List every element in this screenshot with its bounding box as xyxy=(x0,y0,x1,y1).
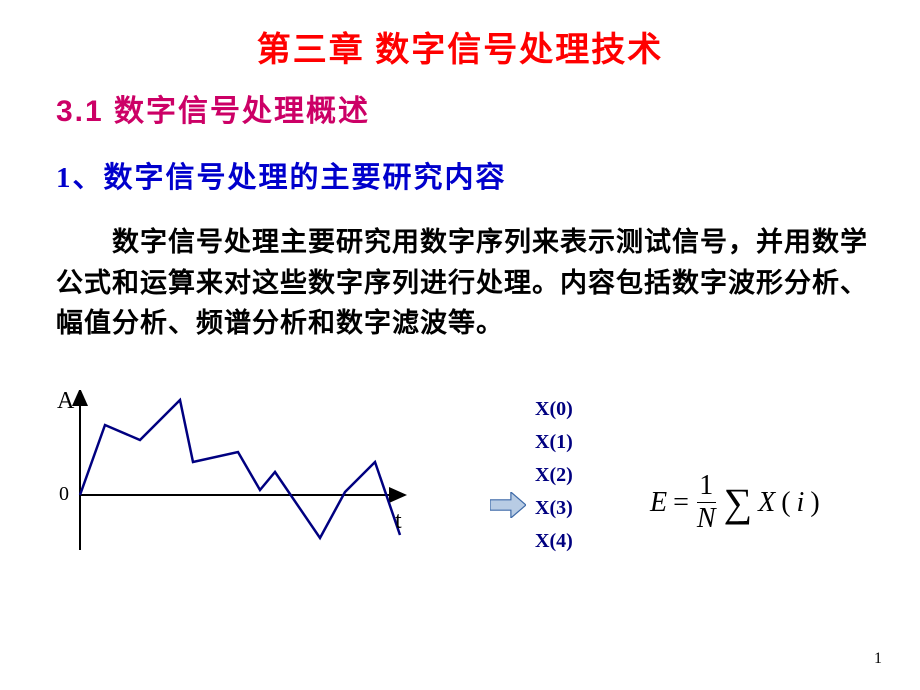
formula-i: i xyxy=(797,487,805,519)
formula-numerator: 1 xyxy=(699,470,713,502)
formula-E: E xyxy=(650,487,667,519)
waveform-chart: A 0 t xyxy=(45,390,435,590)
arrow-polygon xyxy=(490,492,526,518)
formula-X: X xyxy=(758,487,775,519)
waveform-svg xyxy=(45,390,435,590)
formula-fraction: 1 N xyxy=(697,470,716,535)
sample-list-item: X(1) xyxy=(535,431,573,454)
page-number: 1 xyxy=(874,650,882,668)
sample-list-item: X(0) xyxy=(535,398,573,421)
sample-list-item: X(3) xyxy=(535,497,573,520)
formula-eq: = xyxy=(673,487,689,519)
x-axis-label: t xyxy=(395,508,402,535)
sample-list-item: X(4) xyxy=(535,530,573,553)
formula-sum-icon: ∑ xyxy=(724,479,753,526)
y-axis-label: A xyxy=(57,388,74,415)
formula: E = 1 N ∑ X ( i ) xyxy=(650,470,820,535)
block-arrow-icon xyxy=(490,492,526,523)
sample-list-item: X(2) xyxy=(535,464,573,487)
subsection-heading: 1、数字信号处理的主要研究内容 xyxy=(56,154,507,196)
formula-paren-close: ) xyxy=(810,487,819,519)
chapter-title: 第三章 数字信号处理技术 xyxy=(0,22,920,71)
waveform-line xyxy=(80,400,400,538)
formula-denominator: N xyxy=(697,503,716,535)
origin-label: 0 xyxy=(59,483,69,506)
sample-list: X(0) X(1) X(2) X(3) X(4) xyxy=(535,398,573,563)
body-paragraph: 数字信号处理主要研究用数字序列来表示测试信号，并用数学公式和运算来对这些数字序列… xyxy=(56,222,875,344)
section-heading: 3.1 数字信号处理概述 xyxy=(56,86,370,130)
formula-paren-open: ( xyxy=(781,487,790,519)
